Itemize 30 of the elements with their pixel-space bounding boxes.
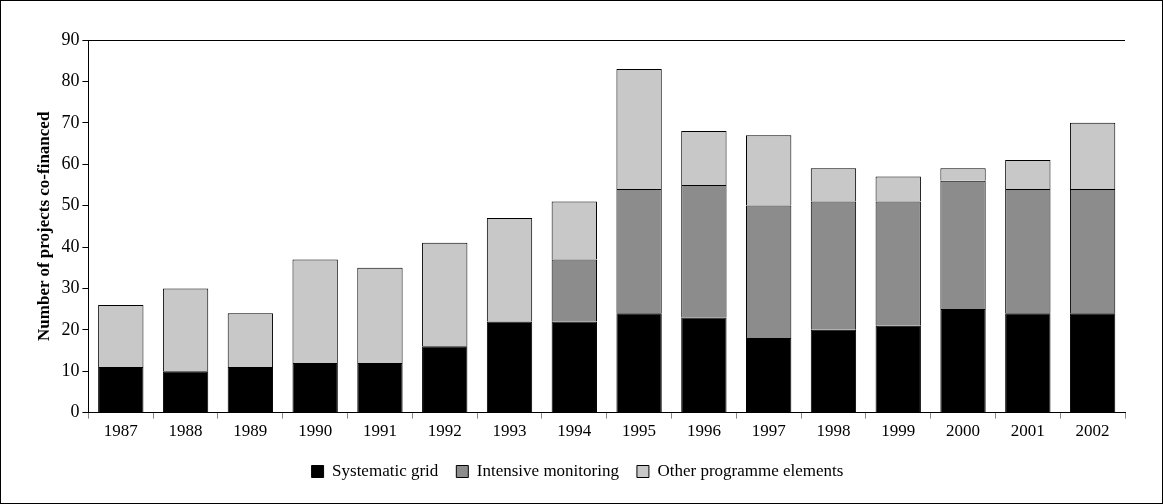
legend-label: Other programme elements bbox=[657, 460, 844, 480]
x-tick-label: 1998 bbox=[816, 421, 851, 441]
y-tick-label: 30 bbox=[61, 277, 80, 298]
y-tick-label: 20 bbox=[61, 318, 80, 339]
legend-label: Intensive monitoring bbox=[476, 460, 620, 480]
x-tick-label: 2000 bbox=[946, 421, 981, 441]
x-tick-label: 1997 bbox=[751, 421, 787, 441]
x-tick-label: 1995 bbox=[622, 421, 657, 441]
x-tick-label: 1999 bbox=[881, 421, 916, 441]
y-tick-label: 10 bbox=[61, 359, 80, 380]
x-tick-label: 1987 bbox=[103, 421, 139, 441]
y-tick-label: 60 bbox=[61, 152, 80, 173]
x-tick-label: 1992 bbox=[427, 421, 462, 441]
x-tick-label: 1993 bbox=[492, 421, 527, 441]
x-tick-label: 1988 bbox=[168, 421, 203, 441]
x-tick-label: 2001 bbox=[1010, 421, 1045, 441]
y-tick-label: 70 bbox=[61, 111, 80, 132]
y-tick-label: 40 bbox=[61, 235, 80, 256]
y-tick-label: 0 bbox=[70, 401, 80, 422]
x-tick-label: 1996 bbox=[686, 421, 721, 441]
y-axis-title: Number of projects co-financed bbox=[33, 111, 53, 341]
x-tick-label: 1990 bbox=[298, 421, 333, 441]
legend-label: Systematic grid bbox=[332, 460, 439, 480]
x-tick-label: 1994 bbox=[557, 421, 592, 441]
x-tick-label: 1991 bbox=[362, 421, 397, 441]
y-tick-label: 90 bbox=[61, 28, 80, 49]
y-tick-label: 80 bbox=[61, 70, 80, 91]
y-tick-label: 50 bbox=[61, 194, 80, 215]
x-tick-label: 1989 bbox=[233, 421, 268, 441]
x-tick-label: 2002 bbox=[1075, 421, 1110, 441]
